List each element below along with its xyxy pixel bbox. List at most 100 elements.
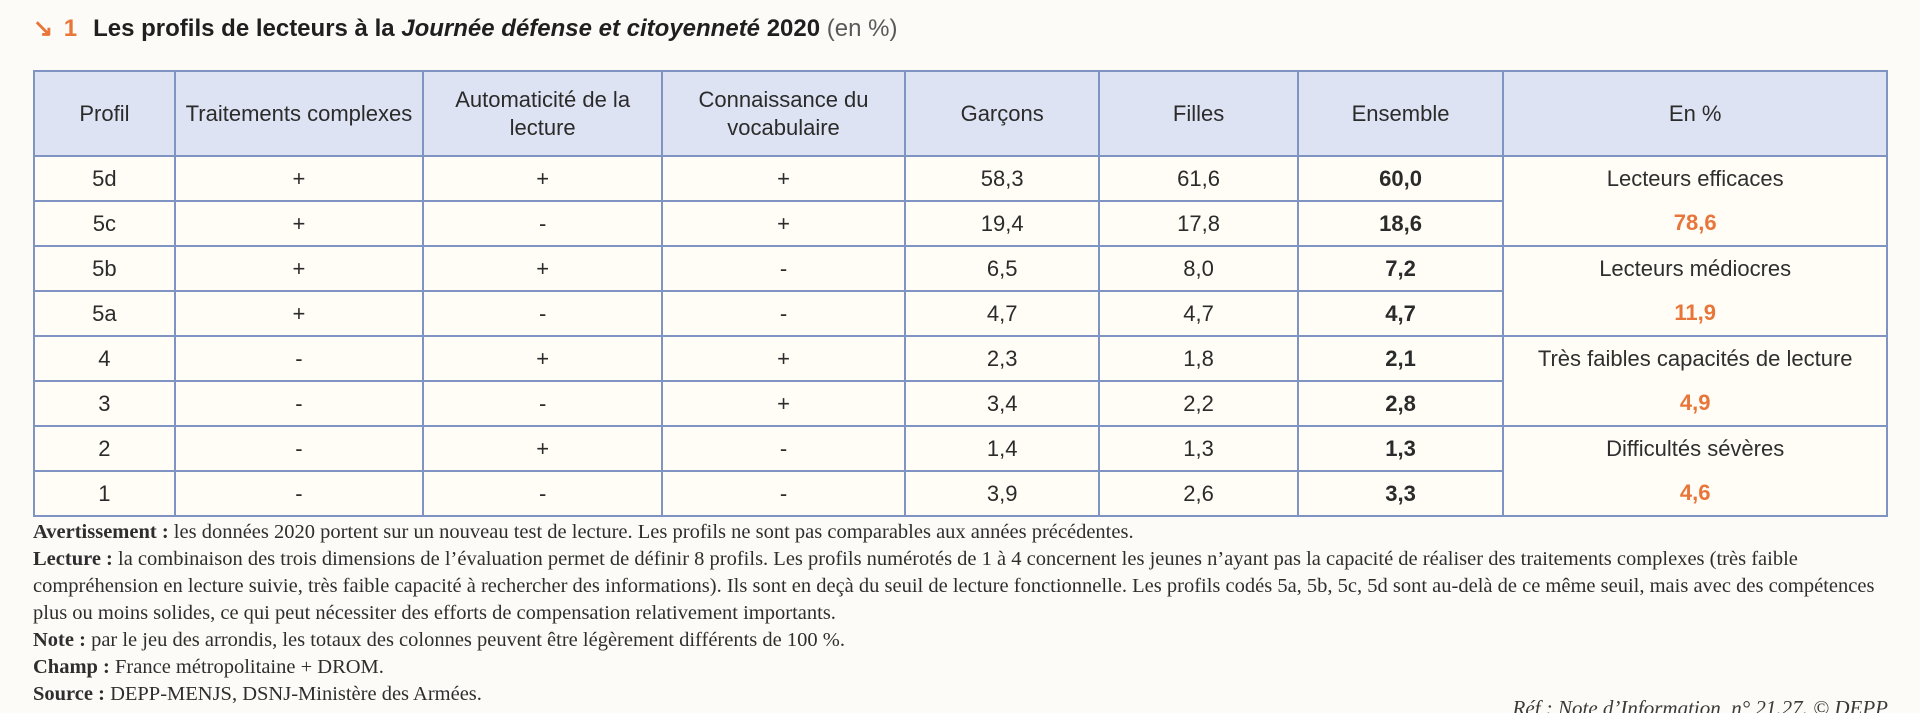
cell-connaissance: +	[661, 155, 906, 202]
table-row: 4 - + + 2,3 1,8 2,1 Très faibles capacit…	[33, 335, 1888, 427]
cell-profil: 5a	[33, 290, 176, 337]
title-unit-suffix: (en %)	[826, 15, 898, 42]
cell-garcons: 4,7	[903, 290, 1101, 337]
cell-garcons: 2,3	[903, 335, 1101, 382]
note-text: DEPP-MENJS, DSNJ-Ministère des Armées.	[104, 683, 482, 705]
table-row: 1 - - - 3,9 2,6 3,3	[33, 470, 1887, 517]
table-row: 5c + - + 19,4 17,8 18,6	[33, 200, 1887, 247]
cell-filles: 1,8	[1098, 335, 1299, 382]
col-header-garcons: Garçons	[903, 70, 1101, 157]
cell-filles: 2,2	[1098, 380, 1299, 427]
title-italic-part: Journée défense et citoyenneté	[401, 15, 761, 42]
cell-filles: 8,0	[1098, 245, 1299, 292]
cell-automaticite: -	[422, 380, 664, 427]
table-row: 5a + - - 4,7 4,7 4,7	[33, 290, 1887, 337]
cell-garcons: 1,4	[903, 425, 1101, 472]
group-value: 4,9	[1679, 390, 1711, 415]
col-header-connaissance: Connaissance du vocabulaire	[661, 70, 906, 157]
group-label: Difficultés sévères	[1606, 436, 1785, 461]
note-source: Source : DEPP-MENJS, DSNJ-Ministère des …	[33, 681, 1890, 708]
cell-ensemble: 60,0	[1296, 155, 1505, 202]
cell-garcons: 19,4	[903, 200, 1101, 247]
note-label: Note :	[33, 629, 86, 651]
reader-profiles-table: Profil Traitements complexes Automaticit…	[33, 70, 1888, 517]
cell-traitements: +	[173, 290, 425, 337]
note-note: Note : par le jeu des arrondis, les tota…	[33, 627, 1890, 654]
cell-traitements: -	[173, 335, 425, 382]
note-avertissement: Avertissement : les données 2020 portent…	[33, 519, 1890, 546]
figure-marker: ↘ 1	[33, 15, 80, 42]
cell-traitements: -	[173, 425, 425, 472]
cell-filles: 17,8	[1098, 200, 1299, 247]
cell-profil: 2	[33, 425, 176, 472]
figure-title-row: ↘ 1 Les profils de lecteurs à la Journée…	[33, 14, 897, 43]
col-header-profil: Profil	[33, 70, 176, 157]
cell-automaticite: +	[422, 335, 664, 382]
cell-garcons: 3,4	[903, 380, 1101, 427]
cell-profil: 5c	[33, 200, 176, 247]
cell-profil: 5d	[33, 155, 176, 202]
cell-garcons: 3,9	[903, 470, 1101, 517]
cell-garcons: 6,5	[903, 245, 1101, 292]
note-text: les données 2020 portent sur un nouveau …	[168, 521, 1134, 543]
cell-ensemble: 2,8	[1296, 380, 1505, 427]
cell-ensemble: 1,3	[1296, 425, 1505, 472]
cell-automaticite: +	[422, 425, 664, 472]
cell-traitements: +	[173, 245, 425, 292]
title-year: 2020	[760, 15, 827, 42]
col-header-en-pct: En %	[1502, 70, 1888, 157]
reference-credit: Réf : Note d’Information, n° 21.27. © DE…	[1512, 696, 1888, 713]
cell-profil: 3	[33, 380, 176, 427]
group-value: 78,6	[1673, 210, 1717, 235]
cell-connaissance: +	[661, 335, 906, 382]
cell-connaissance: +	[661, 200, 906, 247]
cell-traitements: -	[173, 380, 425, 427]
group-cell-lecteurs-efficaces: Lecteurs efficaces 78,6	[1502, 155, 1888, 247]
note-label: Source :	[33, 683, 105, 705]
table-header-row: Profil Traitements complexes Automaticit…	[33, 70, 1888, 157]
group-cell-difficultes-severes: Difficultés sévères 4,6	[1502, 425, 1888, 517]
title-prefix: Les profils de lecteurs à la	[93, 15, 402, 42]
col-header-automaticite: Automaticité de la lecture	[422, 70, 664, 157]
col-header-filles: Filles	[1098, 70, 1299, 157]
cell-automaticite: -	[422, 290, 664, 337]
cell-filles: 1,3	[1098, 425, 1299, 472]
cell-ensemble: 2,1	[1296, 335, 1505, 382]
cell-connaissance: -	[661, 290, 906, 337]
note-text: par le jeu des arrondis, les totaux des …	[85, 629, 845, 651]
cell-connaissance: -	[661, 470, 906, 517]
col-header-traitements: Traitements complexes	[173, 70, 425, 157]
table-row: 3 - - + 3,4 2,2 2,8	[33, 380, 1887, 427]
note-label: Lecture :	[33, 548, 113, 570]
cell-ensemble: 3,3	[1296, 470, 1505, 517]
cell-profil: 4	[33, 335, 176, 382]
cell-traitements: +	[173, 155, 425, 202]
cell-ensemble: 7,2	[1296, 245, 1505, 292]
note-lecture: Lecture : la combinaison des trois dimen…	[33, 546, 1890, 627]
note-text: France métropolitaine + DROM.	[109, 656, 384, 678]
cell-ensemble: 18,6	[1296, 200, 1505, 247]
footnotes-block: Avertissement : les données 2020 portent…	[33, 519, 1890, 708]
cell-filles: 2,6	[1098, 470, 1299, 517]
cell-automaticite: +	[422, 245, 664, 292]
cell-profil: 1	[33, 470, 176, 517]
note-champ: Champ : France métropolitaine + DROM.	[33, 654, 1890, 681]
group-cell-lecteurs-mediocres: Lecteurs médiocres 11,9	[1502, 245, 1888, 337]
cell-automaticite: -	[422, 470, 664, 517]
note-label: Avertissement :	[33, 521, 169, 543]
cell-connaissance: -	[661, 425, 906, 472]
group-cell-tres-faibles-capacites: Très faibles capacités de lecture 4,9	[1502, 335, 1888, 427]
note-text: la combinaison des trois dimensions de l…	[33, 548, 1875, 624]
col-header-ensemble: Ensemble	[1296, 70, 1505, 157]
cell-garcons: 58,3	[903, 155, 1101, 202]
cell-filles: 61,6	[1098, 155, 1299, 202]
cell-traitements: -	[173, 470, 425, 517]
cell-automaticite: -	[422, 200, 664, 247]
group-value: 11,9	[1674, 300, 1716, 325]
cell-ensemble: 4,7	[1296, 290, 1505, 337]
group-label: Lecteurs médiocres	[1599, 256, 1792, 281]
page-title: Les profils de lecteurs à la Journée déf…	[93, 15, 897, 43]
table-row: 5d + + + 58,3 61,6 60,0 Lecteurs efficac…	[33, 155, 1888, 247]
cell-automaticite: +	[422, 155, 664, 202]
group-value: 4,6	[1679, 480, 1711, 505]
